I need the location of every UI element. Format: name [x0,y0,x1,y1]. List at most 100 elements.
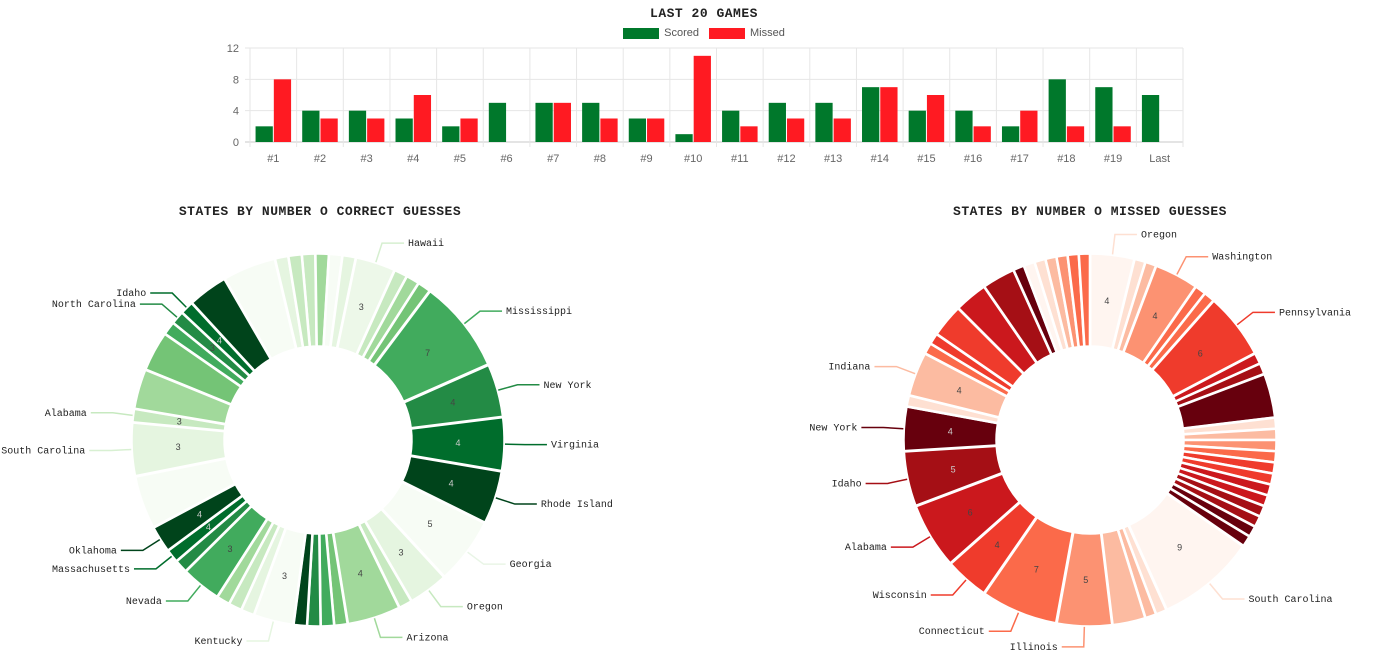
slice-value-label: 4 [197,510,202,520]
slice-value-label: 4 [995,540,1000,550]
slice-value-label: 4 [957,385,962,395]
bar-scored [955,110,973,142]
x-tick-label: #12 [777,153,795,165]
missed-legend-label: Missed [750,27,785,39]
state-label: New York [809,423,857,435]
x-tick-label: #16 [964,153,982,165]
state-label: New York [544,380,592,392]
leader-line [865,478,908,485]
leader-line [428,590,463,608]
bar-scored [582,102,600,142]
state-label: Virginia [551,440,599,452]
slice-value-label: 4 [449,478,454,488]
x-tick-label: #2 [314,153,326,165]
slice-value-label: 4 [206,522,211,532]
state-label: Illinois [1010,642,1058,651]
bar-missed [600,118,618,142]
bar-missed [273,79,292,142]
state-label: Alabama [45,408,87,420]
correct-guesses-donut: 3 Hawaii 7 Mississippi 4 New York 4 Virginia 4 Rh… [1,238,613,648]
state-label: Oregon [1141,231,1177,242]
leader-line [467,551,506,565]
bar-missed [740,126,758,142]
x-tick-label: #11 [731,153,749,165]
x-tick-label: #14 [871,153,889,165]
slice-value-label: 4 [455,438,460,448]
bar-scored [1001,126,1020,142]
leader-line [463,310,503,325]
state-label: Alabama [845,542,887,554]
leader-line [1176,255,1209,275]
slice-value-label: 5 [1083,575,1088,585]
state-label: Connecticut [919,626,985,638]
bar-scored [1141,95,1160,142]
legend-item-scored[interactable]: Scored [623,27,699,39]
slice-value-label: 3 [359,302,364,312]
state-label: Kentucky [194,636,242,648]
leader-line [373,618,403,639]
y-tick-label: 0 [233,137,239,149]
slice-value-label: 3 [210,343,215,353]
state-label: North Carolina [52,299,136,311]
bar-scored [815,102,833,142]
bar-scored [442,126,460,142]
slice-value-label: 6 [968,507,973,517]
slice-value-label: 7 [1034,564,1039,574]
leader-line [495,497,537,505]
slice-value-label: 4 [358,568,363,578]
leader-line [120,539,161,552]
y-tick-label: 8 [233,74,239,86]
scored-swatch [623,27,660,39]
x-tick-label: #6 [500,153,512,165]
state-label: Indiana [828,362,870,374]
x-tick-label: #18 [1057,153,1075,165]
state-label: Oklahoma [69,545,117,557]
leader-line [90,412,133,417]
leader-line [133,555,173,570]
bar-scored [348,110,367,142]
leader-line [861,426,904,430]
slice-value-label: 6 [1198,349,1203,359]
state-label: South Carolina [1,445,85,457]
slice-value-label: 3 [227,544,232,554]
slice-value-label: 4 [1153,311,1158,321]
slice-value-label: 3 [282,571,287,581]
bar-scored [862,87,880,142]
x-tick-label: #1 [267,153,279,165]
bar-missed [647,118,665,142]
state-label: Massachusetts [52,564,130,576]
bar-scored [675,134,693,142]
y-tick-label: 4 [233,106,239,118]
bar-missed [553,102,571,142]
leader-line [165,584,202,602]
leader-line [139,303,178,318]
legend-item-missed[interactable]: Missed [709,27,785,39]
state-label: Wisconsin [873,590,927,602]
state-label: Georgia [510,559,552,571]
bar-missed [1113,126,1131,142]
state-label: South Carolina [1249,594,1333,606]
slice-value-label: 5 [951,464,956,474]
bar-missed [413,95,432,142]
donut-slice [287,252,312,349]
x-tick-label: Last [1149,153,1170,165]
slice-value-label: 4 [217,336,222,346]
leader-line [930,579,967,596]
correct-donut-title: STATES BY NUMBER O CORRECT GUESSES [178,204,462,219]
x-tick-label: #5 [454,153,466,165]
slice-value-label: 4 [450,398,455,408]
slice-value-label: 7 [425,348,430,358]
leader-line [1236,311,1275,326]
x-tick-label: #13 [824,153,842,165]
bar-scored [1095,87,1113,142]
bar-missed [1020,110,1038,142]
y-tick-label: 12 [227,43,239,55]
leader-line [1111,233,1137,255]
slice-value-label: 5 [428,519,433,529]
state-label: Nevada [126,596,162,608]
bar-chart: 0 4 8 12 #1 #2 #3 #4 #5 #6 #7 #8 #9 #10 #11 #12 #13 #14 #1… [227,43,1184,165]
state-label: Washington [1212,252,1272,264]
bar-scored [302,110,320,142]
state-label: Idaho [116,288,146,300]
